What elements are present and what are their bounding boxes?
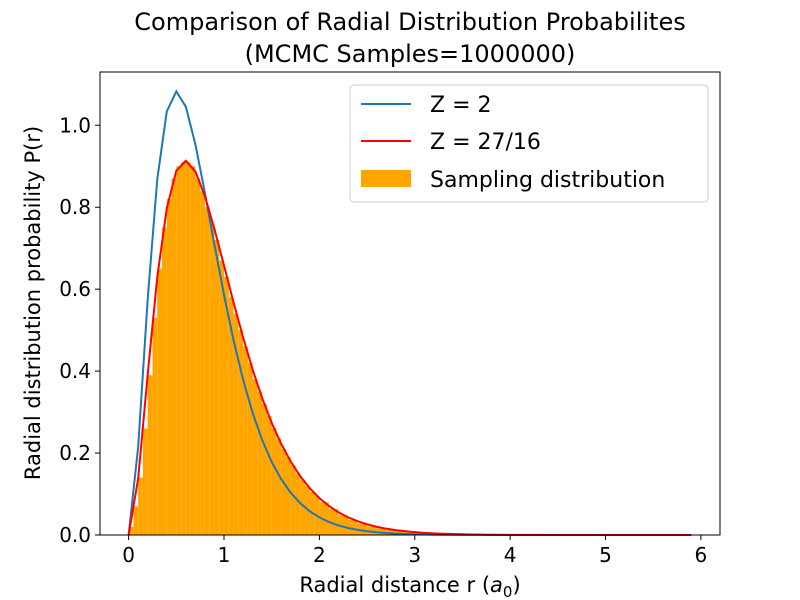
y-ticks: 0.0 0.2 0.4 0.6 0.8 1.0 bbox=[59, 113, 100, 547]
legend-label-sampling: Sampling distribution bbox=[430, 168, 665, 193]
histogram-bar bbox=[147, 375, 153, 535]
histogram-bar bbox=[238, 330, 244, 535]
x-tick-label: 1 bbox=[218, 543, 231, 567]
y-tick-label: 1.0 bbox=[59, 113, 91, 137]
histogram-bar bbox=[176, 166, 182, 535]
histogram-bar bbox=[152, 317, 158, 535]
legend-box bbox=[349, 84, 709, 203]
x-ticks: 0 1 2 3 4 5 6 bbox=[122, 535, 707, 567]
histogram-bar bbox=[195, 178, 201, 535]
histogram-bar bbox=[185, 162, 191, 535]
y-tick-label: 0.0 bbox=[59, 523, 91, 547]
histogram-bar bbox=[281, 448, 286, 535]
x-tick-label: 6 bbox=[695, 543, 708, 567]
x-axis-label-suffix: ) bbox=[512, 573, 520, 597]
plot-frame bbox=[99, 71, 721, 536]
histogram-bar bbox=[295, 473, 301, 535]
histogram-bar bbox=[252, 379, 258, 535]
histogram-bar bbox=[233, 313, 239, 535]
histogram-bar bbox=[214, 239, 220, 535]
histogram-bar bbox=[200, 190, 205, 536]
histogram-bar bbox=[328, 509, 339, 535]
y-axis-label: Radial distribution probability P(r) bbox=[21, 126, 45, 480]
x-tick-label: 4 bbox=[504, 543, 517, 567]
histogram-bar bbox=[133, 506, 139, 535]
histogram-bar bbox=[271, 428, 277, 535]
legend-swatch-sampling bbox=[361, 170, 411, 187]
x-axis-label-prefix: Radial distance r ( bbox=[299, 573, 490, 597]
histogram-bar bbox=[138, 477, 143, 535]
histogram-bar bbox=[243, 346, 248, 535]
histogram-bar bbox=[257, 391, 263, 535]
legend-label-z27-16: Z = 27/16 bbox=[430, 130, 541, 155]
histogram-bar bbox=[190, 166, 196, 535]
histogram-bars bbox=[128, 162, 606, 536]
histogram-bar bbox=[262, 403, 267, 535]
histogram-bar bbox=[209, 223, 215, 535]
x-tick-label: 0 bbox=[122, 543, 135, 567]
histogram-bar bbox=[357, 523, 368, 535]
chart-subtitle: (MCMC Samples=1000000) bbox=[245, 40, 576, 68]
histogram-bar bbox=[224, 276, 229, 535]
histogram-bar bbox=[142, 428, 148, 535]
histogram-bar bbox=[162, 227, 167, 536]
x-axis-label: Radial distance r (a0) bbox=[299, 573, 520, 600]
chart-title: Comparison of Radial Distribution Probab… bbox=[134, 8, 685, 36]
histogram-bar bbox=[157, 268, 162, 535]
histogram-bar bbox=[166, 199, 172, 535]
histogram-bar bbox=[247, 362, 253, 535]
legend: Z = 2 Z = 27/16 Sampling distribution bbox=[349, 84, 709, 203]
histogram-bar bbox=[290, 465, 296, 535]
histogram-bar bbox=[181, 162, 186, 535]
y-tick-label: 0.2 bbox=[59, 441, 91, 465]
histogram-bar bbox=[300, 479, 306, 535]
histogram-bar bbox=[338, 515, 348, 535]
histogram-bar bbox=[286, 457, 291, 535]
histogram-bar bbox=[219, 260, 224, 535]
histogram-bar bbox=[348, 519, 358, 535]
y-tick-label: 0.8 bbox=[59, 195, 91, 219]
histogram-bar bbox=[367, 526, 377, 535]
legend-label-z2: Z = 2 bbox=[430, 93, 492, 118]
x-tick-label: 5 bbox=[599, 543, 612, 567]
histogram-bar bbox=[266, 416, 272, 535]
histogram-bar bbox=[128, 526, 134, 535]
x-tick-label: 3 bbox=[408, 543, 421, 567]
histogram-bar bbox=[171, 178, 177, 535]
histogram-bar bbox=[204, 207, 210, 535]
x-axis-label-sub: 0 bbox=[503, 583, 513, 600]
x-axis-label-var: a bbox=[490, 573, 503, 597]
histogram-bar bbox=[276, 438, 282, 535]
y-tick-label: 0.4 bbox=[59, 359, 91, 383]
histogram-bar bbox=[228, 297, 234, 535]
x-tick-label: 2 bbox=[313, 543, 326, 567]
y-tick-label: 0.6 bbox=[59, 277, 91, 301]
